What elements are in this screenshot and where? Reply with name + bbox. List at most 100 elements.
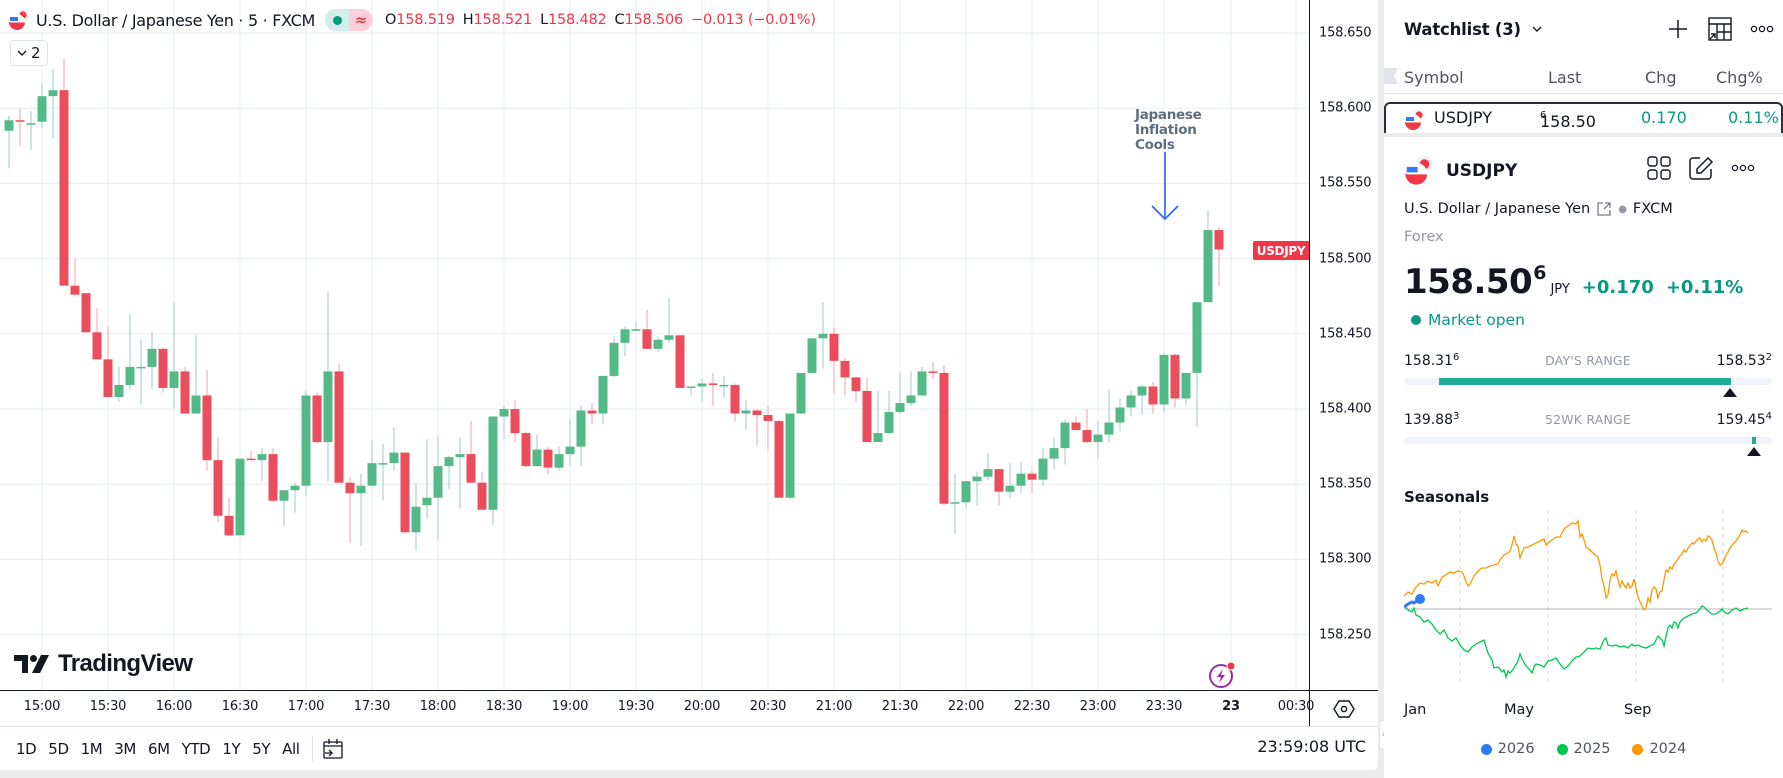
candlestick-chart[interactable] [0,0,1309,690]
utc-clock[interactable]: 23:59:08 UTC [1257,737,1366,756]
time-label: 19:00 [551,699,589,714]
watchlist-column-headers: Symbol Last Chg Chg% [1384,62,1783,94]
seasonals-legend: 2026 2025 2024 [1384,741,1783,757]
time-label: 23:00 [1079,699,1117,714]
last-price: 158.50 [1404,262,1533,302]
time-label: 16:00 [155,699,193,714]
flash-news-icon[interactable] [1208,660,1238,690]
days-range-high: 158.532 [1717,352,1772,369]
time-label: 00:30 [1277,699,1315,714]
price-axis[interactable]: 158.650 158.600 158.550 158.500 158.450 158.4… [1309,0,1378,690]
watchlist-row-usdjpy[interactable]: USDJPY 158.50 6 0.170 0.11% [1384,102,1783,133]
symbol-price-tag: USDJPY [1253,241,1309,260]
usd-jpy-flag-icon [1405,109,1425,130]
time-label: 23:30 [1145,699,1183,714]
price-label: 158.600 [1319,100,1372,116]
seasonals-title: Seasonals [1404,488,1490,506]
axis-settings-button[interactable] [1309,690,1378,726]
exchange-name[interactable]: FXCM [1632,201,1673,217]
range-1y-button[interactable]: 1Y [222,739,241,758]
advanced-view-button[interactable] [1699,14,1741,44]
usd-jpy-flag-icon [1405,156,1433,185]
column-last[interactable]: Last [1548,68,1582,87]
price-label: 158.350 [1319,476,1372,492]
52wk-range-high: 159.454 [1717,411,1772,428]
go-to-date-calendar-icon[interactable] [321,737,345,761]
52wk-range-bar [1404,437,1772,456]
details-header: USDJPY [1404,153,1764,189]
tradingview-logo-icon [14,655,49,673]
range-3m-button[interactable]: 3M [114,739,136,758]
52wk-low-value: 139.88 [1404,412,1453,428]
time-axis[interactable]: 15:00 15:30 16:00 16:30 17:00 17:30 18:00 18:30… [0,690,1314,726]
close-label: C [614,12,625,28]
collapse-indicators-button[interactable]: 2 [10,40,48,66]
grid-layout-icon [1647,156,1671,180]
indicator-count: 2 [31,44,41,62]
tradingview-logo[interactable]: TradingView [14,650,193,678]
days-range-low: 158.316 [1404,352,1459,369]
time-label: 18:00 [419,699,457,714]
legend-year: 2024 [1649,741,1687,757]
chevron-down-icon [17,50,27,56]
legend-2024[interactable]: 2024 [1632,741,1686,757]
days-range-label: DAY'S RANGE [1545,353,1631,368]
settings-hexagon-icon [1333,699,1355,718]
add-symbol-button[interactable] [1657,14,1699,44]
column-chg[interactable]: Chg [1645,68,1677,87]
details-name-row: U.S. Dollar / Japanese Yen ● FXCM [1404,201,1673,217]
chart-annotation-text[interactable]: Japanese Inflation Cools [1135,108,1202,153]
low-label: L [540,12,548,28]
time-label: 17:30 [353,699,391,714]
high-label: H [462,12,474,28]
panel-divider [1384,133,1783,137]
layout-button[interactable] [1638,153,1680,183]
legend-dot-icon [1480,743,1492,755]
row-last-sup: 6 [1540,110,1547,121]
symbol-title[interactable]: U.S. Dollar / Japanese Yen · 5 · FXCM [36,10,316,30]
52wk-high-value: 159.45 [1716,412,1766,428]
52wk-range: 139.883 52WK RANGE 159.454 [1404,411,1772,456]
price-label: 158.300 [1319,551,1372,567]
watchlist-more-button[interactable] [1741,14,1783,44]
details-more-button[interactable] [1722,153,1764,183]
watchlist-title[interactable]: Watchlist (3) [1404,19,1521,39]
range-all-button[interactable]: All [282,739,300,758]
market-status[interactable]: Market open [1411,311,1525,329]
price-label: 158.400 [1319,401,1372,417]
range-1m-button[interactable]: 1M [80,739,103,758]
range-5d-button[interactable]: 5D [48,739,69,758]
52wk-range-low: 139.883 [1404,411,1459,428]
seasonals-chart[interactable] [1404,510,1774,715]
watchlist-header: Watchlist (3) [1384,0,1783,58]
time-label: 16:30 [221,699,259,714]
time-label: 18:30 [485,699,523,714]
price-label: 158.250 [1319,627,1372,643]
bottom-toolbar: 1D 5D 1M 3M 6M YTD 1Y 5Y All 23:59:08 UT… [0,726,1378,770]
legend-2025[interactable]: 2025 [1556,741,1610,757]
market-status-pill[interactable]: ≈ [325,9,374,31]
current-price-marker-icon [1723,388,1737,397]
column-symbol[interactable]: Symbol [1404,68,1464,87]
legend-2026[interactable]: 2026 [1480,741,1535,757]
row-symbol: USDJPY [1434,108,1492,127]
range-5y-button[interactable]: 5Y [252,739,271,758]
more-dots-icon [1750,25,1774,33]
instrument-type: Forex [1404,229,1444,245]
month-label-sep: Sep [1624,702,1652,718]
external-link-icon[interactable] [1596,201,1612,217]
range-ytd-button[interactable]: YTD [181,739,211,758]
usd-jpy-flag-icon [9,9,29,30]
chevron-down-icon[interactable] [1531,25,1543,33]
close-value: 158.506 [624,12,684,28]
edit-note-button[interactable] [1680,153,1722,183]
details-symbol[interactable]: USDJPY [1446,161,1518,181]
details-actions [1638,153,1764,183]
column-chg-pct[interactable]: Chg% [1716,68,1763,87]
more-dots-icon [1731,164,1755,172]
month-label-jan: Jan [1404,702,1427,718]
price-label: 158.650 [1319,25,1372,41]
range-6m-button[interactable]: 6M [147,739,170,758]
range-1d-button[interactable]: 1D [16,739,37,758]
